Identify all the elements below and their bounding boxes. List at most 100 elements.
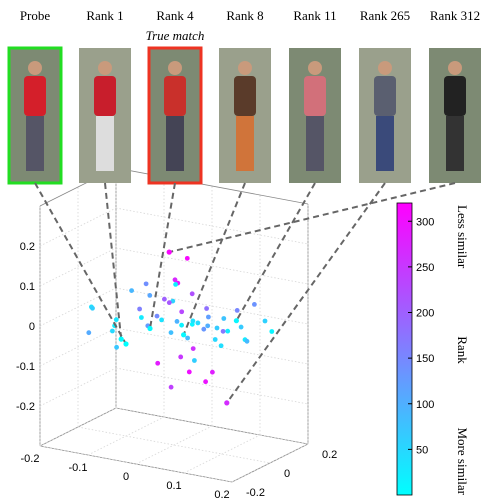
data-point	[190, 318, 196, 324]
highlight-point	[181, 332, 187, 338]
data-point	[192, 358, 197, 363]
data-point	[225, 328, 231, 334]
data-point	[172, 277, 178, 283]
grid-line	[115, 407, 309, 445]
colorbar	[396, 202, 413, 496]
data-point	[178, 354, 184, 360]
data-point	[203, 379, 209, 385]
person-head	[378, 61, 392, 75]
x-tick-label: 0.1	[166, 480, 181, 492]
person-legs	[26, 116, 44, 171]
data-point	[205, 323, 211, 329]
person-legs	[96, 116, 114, 171]
highlight-point	[147, 325, 153, 332]
person-head	[448, 61, 462, 75]
grid-line	[77, 426, 271, 464]
grid-line	[183, 434, 261, 474]
data-point	[110, 328, 115, 334]
connector	[104, 182, 123, 340]
z-tick-label: -0.2	[16, 401, 35, 413]
data-point	[166, 300, 172, 306]
data-point	[129, 288, 135, 293]
highlight-point	[123, 341, 129, 347]
data-point	[147, 293, 153, 298]
data-point	[173, 282, 179, 287]
x-tick-label: -0.2	[21, 453, 40, 465]
data-point	[139, 315, 144, 320]
data-point	[218, 343, 224, 349]
person-torso	[374, 76, 396, 116]
y-tick-label: 0.2	[322, 449, 337, 461]
colorbar-tick-label: 150	[416, 353, 434, 365]
data-point	[195, 320, 201, 326]
highlight-point	[224, 400, 230, 406]
z-tick-label: 0.1	[20, 281, 35, 293]
data-point	[238, 324, 244, 330]
person-head	[168, 61, 182, 75]
connector	[168, 182, 456, 254]
x-tick-label: -0.1	[69, 462, 88, 474]
data-point	[184, 255, 190, 261]
data-point	[162, 296, 167, 302]
colorbar-tick-label: 50	[416, 444, 428, 456]
data-point	[174, 319, 180, 324]
connector	[149, 182, 176, 329]
person-torso	[24, 76, 46, 116]
person-legs	[306, 116, 324, 171]
image-label: Probe	[20, 8, 51, 23]
data-point	[252, 302, 257, 307]
grid-line	[115, 207, 309, 245]
person-torso	[164, 76, 186, 116]
person-torso	[234, 76, 256, 116]
grid-line	[87, 416, 165, 456]
data-point	[143, 281, 149, 287]
person-torso	[304, 76, 326, 116]
data-point	[137, 306, 143, 312]
image-label: Rank 312	[430, 8, 480, 23]
data-point	[206, 314, 211, 320]
data-point	[244, 338, 250, 344]
colorbar-tick-label: 250	[416, 262, 434, 274]
person-head	[238, 61, 252, 75]
colorbar-label: More similar	[455, 427, 470, 495]
person-legs	[446, 116, 464, 171]
person-head	[98, 61, 112, 75]
grid-line	[39, 367, 117, 407]
image-label: Rank 11	[293, 8, 336, 23]
image-label: Rank 4	[156, 8, 194, 23]
person-head	[28, 61, 42, 75]
grid-line	[39, 247, 117, 287]
data-point	[220, 328, 226, 334]
data-point	[113, 317, 119, 323]
data-point	[186, 369, 192, 375]
y-tick-label: 0	[284, 468, 290, 480]
data-point	[155, 360, 161, 366]
z-tick-label: -0.1	[16, 361, 35, 373]
data-point	[234, 308, 240, 313]
y-tick-label: -0.2	[246, 487, 265, 498]
grid-line	[39, 287, 117, 327]
data-point	[212, 337, 218, 342]
data-point	[190, 346, 196, 351]
highlight-point	[118, 336, 124, 342]
colorbar-label: Rank	[455, 336, 470, 364]
person-head	[308, 61, 322, 75]
x-tick-label: 0	[123, 471, 129, 483]
person-torso	[444, 76, 466, 116]
grid-line	[115, 327, 309, 365]
data-point	[262, 318, 268, 324]
grid-line	[39, 445, 233, 483]
annotation: True match	[146, 28, 205, 43]
connector	[235, 182, 316, 322]
image-label: Rank 1	[86, 8, 123, 23]
highlight-point	[166, 249, 172, 255]
person-legs	[376, 116, 394, 171]
colorbar-tick-label: 100	[416, 399, 434, 411]
data-point	[269, 329, 275, 334]
connector	[182, 182, 246, 336]
grid-line	[115, 367, 309, 405]
z-tick-label: 0	[29, 321, 35, 333]
grid-line	[39, 327, 117, 367]
connector	[225, 182, 386, 404]
